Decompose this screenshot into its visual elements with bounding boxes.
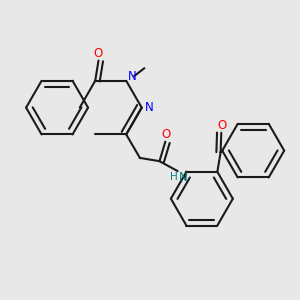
Text: O: O [162, 128, 171, 141]
Text: N: N [128, 70, 136, 83]
Text: O: O [94, 47, 103, 60]
Text: N: N [179, 171, 188, 184]
Text: O: O [217, 119, 226, 132]
Text: H: H [170, 172, 178, 182]
Text: N: N [145, 101, 153, 114]
